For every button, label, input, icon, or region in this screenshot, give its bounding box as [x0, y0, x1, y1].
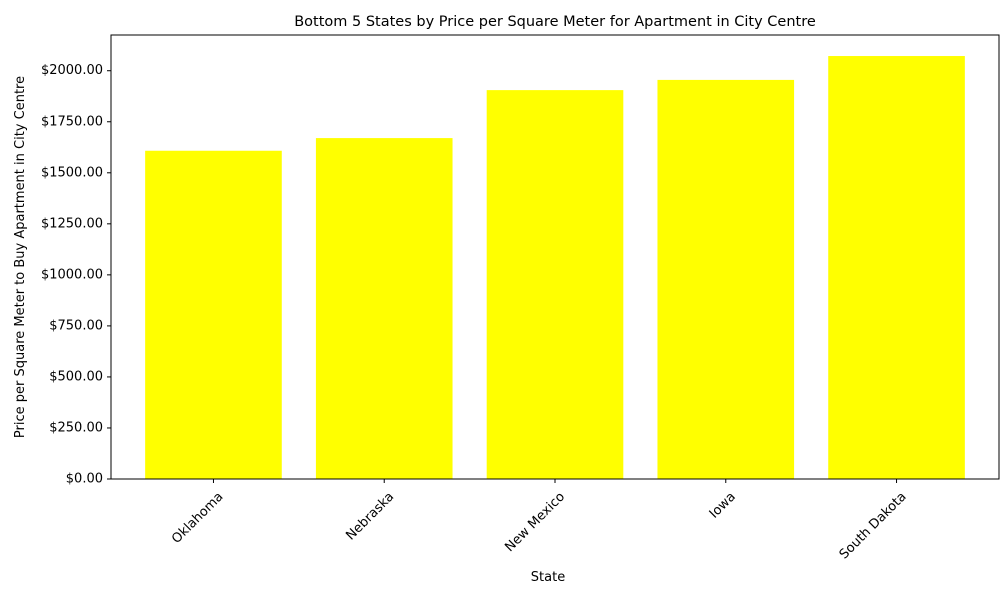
- x-tick-label: Nebraska: [343, 489, 397, 543]
- y-axis-ticks: $0.00 $250.00 $500.00 $750.00 $1000.00 $1250.…: [41, 63, 111, 487]
- bar-new-mexico: [486, 90, 624, 480]
- y-tick-label: $0.00: [66, 472, 103, 487]
- bar-nebraska: [315, 138, 453, 479]
- x-tick-label: Iowa: [707, 489, 739, 521]
- bars-group: [145, 56, 965, 480]
- x-tick-label: New Mexico: [502, 489, 568, 555]
- y-tick-label: $1000.00: [41, 267, 103, 282]
- bar-oklahoma: [145, 150, 282, 479]
- y-axis-title: Price per Square Meter to Buy Apartment …: [13, 76, 28, 438]
- x-tick-label: Oklahoma: [169, 489, 226, 546]
- y-tick-label: $750.00: [49, 318, 103, 333]
- x-tick-label: South Dakota: [837, 489, 910, 562]
- x-axis-title: State: [531, 570, 565, 585]
- bar-iowa: [657, 79, 795, 479]
- y-tick-label: $2000.00: [41, 63, 103, 78]
- y-tick-label: $500.00: [49, 369, 103, 384]
- plot-frame: [110, 34, 1000, 480]
- x-axis-ticks: Oklahoma Nebraska New Mexico Iowa South Dako…: [169, 479, 910, 562]
- y-tick-label: $1750.00: [41, 114, 103, 129]
- chart-title: Bottom 5 States by Price per Square Mete…: [294, 14, 816, 30]
- y-tick-label: $250.00: [49, 420, 103, 435]
- bar-south-dakota: [828, 56, 965, 479]
- y-tick-label: $1250.00: [41, 216, 103, 231]
- y-tick-label: $1500.00: [41, 165, 103, 180]
